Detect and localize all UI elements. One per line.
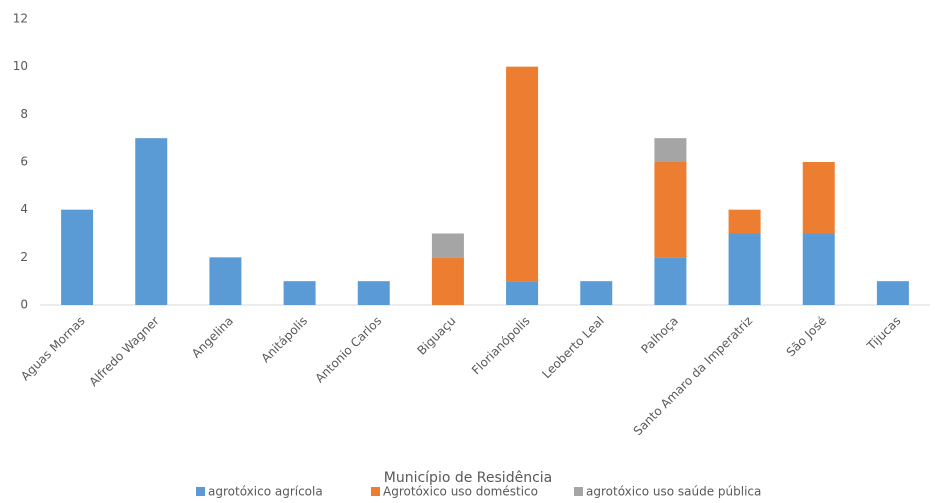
bar-segment	[802, 162, 835, 234]
x-tick-label: São José	[784, 314, 830, 360]
y-tick-label: 2	[20, 250, 28, 264]
y-tick-label: 4	[20, 202, 28, 216]
x-tick-label: Alfredo Wagner	[86, 314, 161, 389]
y-tick-label: 12	[13, 12, 28, 26]
bar-segment	[728, 209, 761, 234]
x-tick-label: Angelina	[189, 314, 236, 361]
bar-segment	[654, 257, 687, 305]
bar-segment	[135, 138, 168, 305]
x-tick-label: Tijucas	[864, 314, 904, 354]
bar-segment	[506, 66, 539, 282]
bar-segment	[209, 257, 242, 305]
x-tick-label: Biguaçu	[414, 314, 458, 358]
x-axis-title: Município de Residência	[384, 470, 552, 486]
bar-segment	[431, 233, 464, 258]
x-tick-label: Palhoça	[638, 314, 681, 357]
bar-segment	[728, 233, 761, 305]
y-tick-label: 0	[20, 298, 28, 312]
legend-swatch	[371, 487, 380, 496]
y-tick-label: 8	[20, 107, 28, 121]
x-tick-label: Anitápolis	[258, 314, 310, 366]
bar-segment	[431, 257, 464, 305]
y-tick-label: 6	[20, 155, 28, 169]
legend-swatch	[574, 487, 583, 496]
bar-segment	[654, 162, 687, 258]
bar-segment	[802, 233, 835, 305]
x-tick-label: Antonio Carlos	[313, 314, 385, 386]
legend-swatch	[196, 487, 205, 496]
legend-label: agrotóxico uso saúde pública	[586, 485, 761, 499]
x-tick-label: Santo Amaro da Imperatriz	[631, 314, 756, 439]
x-tick-label: Aguas Mornas	[18, 314, 88, 384]
bar-segment	[506, 281, 539, 305]
bar-segment	[580, 281, 613, 305]
bar-segment	[283, 281, 316, 305]
x-tick-label: Florianópolis	[469, 314, 533, 378]
x-tick-label: Leoberto Leal	[539, 314, 607, 382]
bar-segment	[61, 209, 94, 305]
legend-label: agrotóxico agrícola	[208, 485, 323, 499]
bar-segment	[876, 281, 909, 305]
bar-segment	[654, 138, 687, 162]
y-tick-label: 10	[13, 59, 28, 73]
bar-segment	[357, 281, 390, 305]
legend-label: Agrotóxico uso doméstico	[383, 485, 538, 499]
